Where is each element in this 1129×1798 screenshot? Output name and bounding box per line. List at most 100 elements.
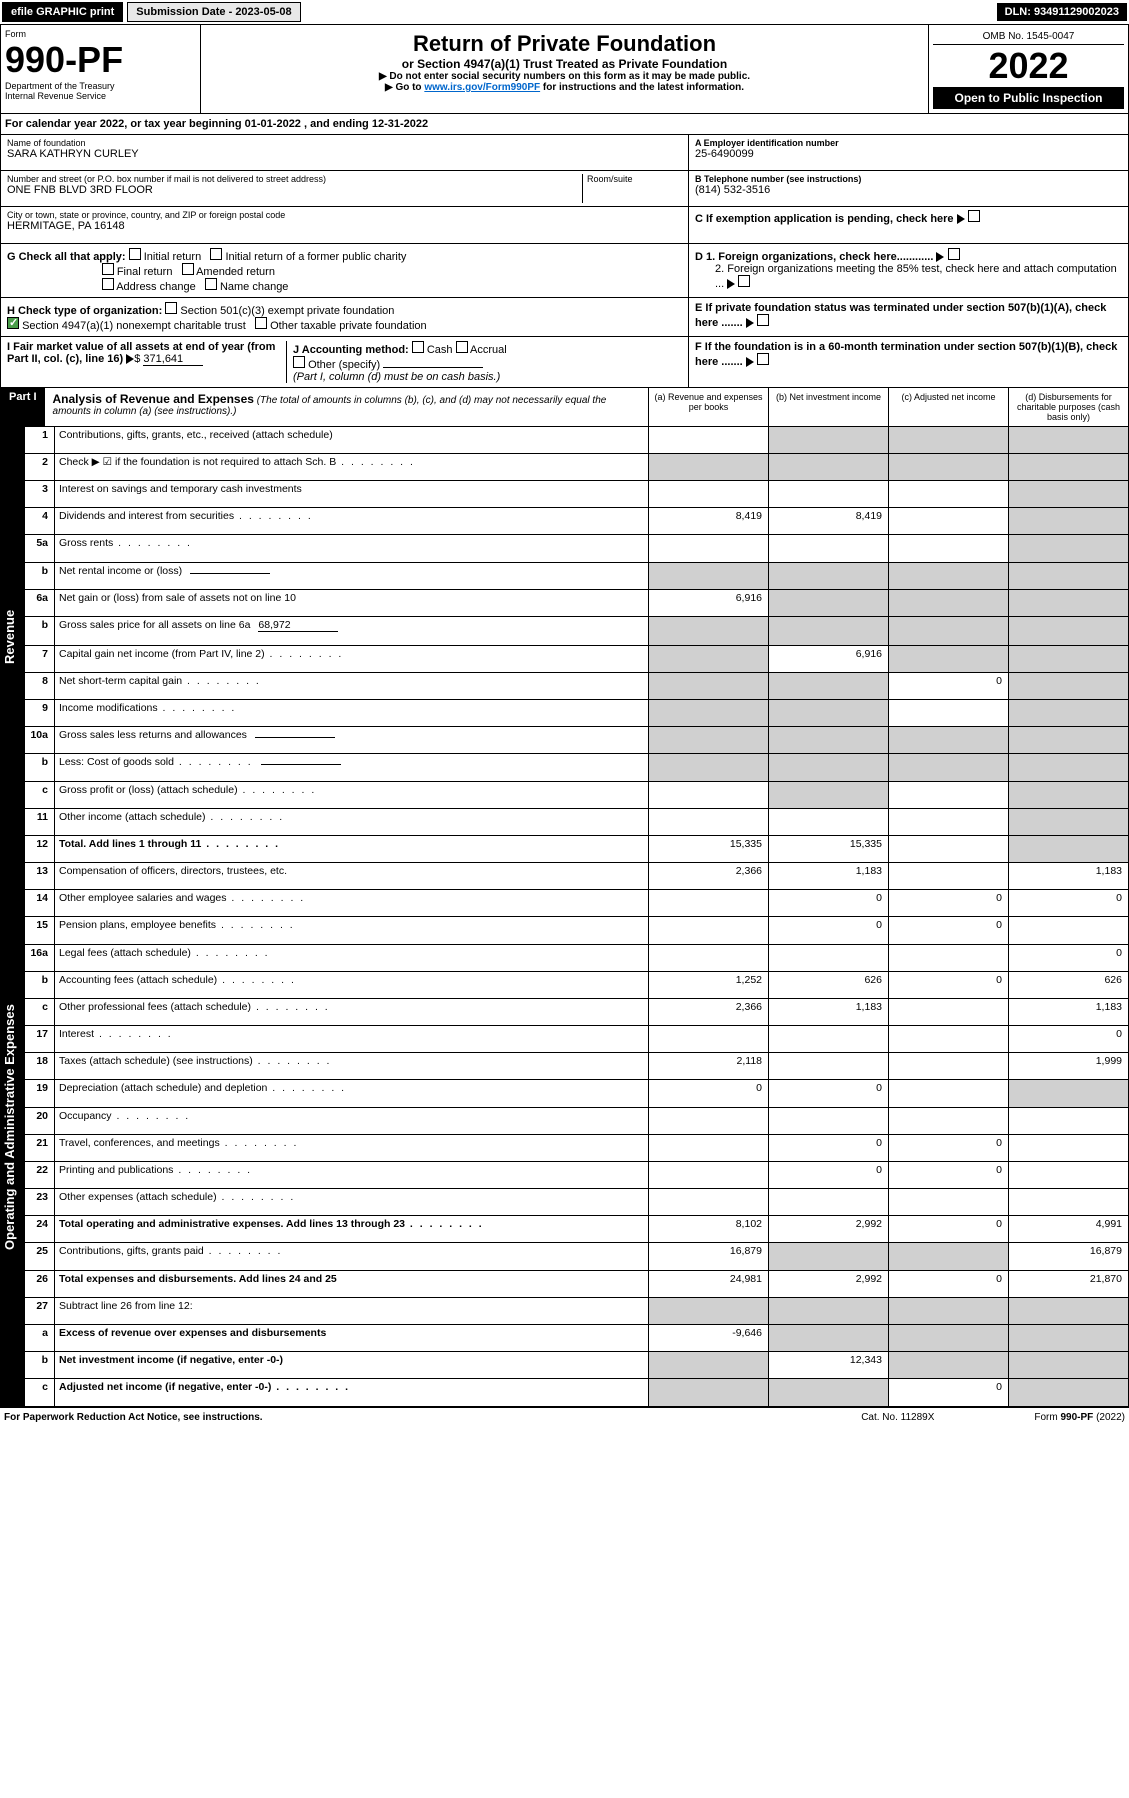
row-num: 12: [25, 835, 55, 862]
row-num: 7: [25, 645, 55, 672]
g-amended-checkbox[interactable]: [182, 263, 194, 275]
topbar: efile GRAPHIC print Submission Date - 20…: [0, 0, 1129, 24]
d1-checkbox[interactable]: [948, 248, 960, 260]
cell-c: [889, 508, 1009, 535]
table-row: cOther professional fees (attach schedul…: [25, 998, 1129, 1025]
j-accrual-checkbox[interactable]: [456, 341, 468, 353]
cell-b: 0: [769, 1080, 889, 1107]
cell-a: 2,366: [649, 863, 769, 890]
cell-a: [649, 562, 769, 589]
table-row: 21Travel, conferences, and meetings . . …: [25, 1134, 1129, 1161]
g-addr-checkbox[interactable]: [102, 278, 114, 290]
row-num: b: [25, 971, 55, 998]
cy-pre: For calendar year 2022, or tax year begi…: [5, 118, 245, 130]
cell-a: [649, 645, 769, 672]
row-num: 13: [25, 863, 55, 890]
f-checkbox[interactable]: [757, 353, 769, 365]
row-desc: Adjusted net income (if negative, enter …: [55, 1379, 649, 1407]
c-label: C If exemption application is pending, c…: [695, 213, 954, 225]
cell-x: [1009, 808, 1129, 835]
h-4947-checkbox[interactable]: [7, 317, 19, 329]
arrow-icon: [746, 357, 754, 367]
g-name-checkbox[interactable]: [205, 278, 217, 290]
cell-a: 24,981: [649, 1270, 769, 1297]
row-desc: Taxes (attach schedule) (see instruction…: [55, 1053, 649, 1080]
cell-x: [1009, 1161, 1129, 1188]
cell-a: [649, 754, 769, 781]
cell-b: [769, 453, 889, 480]
g-former-checkbox[interactable]: [210, 248, 222, 260]
cell-a: 2,366: [649, 998, 769, 1025]
row-num: 14: [25, 890, 55, 917]
row-num: 26: [25, 1270, 55, 1297]
c-checkbox[interactable]: [968, 210, 980, 222]
cell-c: 0: [889, 672, 1009, 699]
cell-x: [1009, 1107, 1129, 1134]
table-row: 26Total expenses and disbursements. Add …: [25, 1270, 1129, 1297]
j-other-checkbox[interactable]: [293, 356, 305, 368]
row-desc: Subtract line 26 from line 12:: [55, 1297, 649, 1324]
irs: Internal Revenue Service: [5, 91, 196, 101]
cell-b: [769, 727, 889, 754]
cell-c: [889, 1026, 1009, 1053]
cell-a: 8,419: [649, 508, 769, 535]
row-desc: Depreciation (attach schedule) and deple…: [55, 1080, 649, 1107]
i-value: 371,641: [143, 353, 203, 366]
table-row: 11Other income (attach schedule) . . . .…: [25, 808, 1129, 835]
table-row: cGross profit or (loss) (attach schedule…: [25, 781, 1129, 808]
cell-b: [769, 1189, 889, 1216]
arrow-icon: [727, 279, 735, 289]
h-other-checkbox[interactable]: [255, 317, 267, 329]
cell-a: [649, 1297, 769, 1324]
part1-title: Analysis of Revenue and Expenses: [53, 392, 254, 406]
table-row: 20Occupancy . . . . . . . .: [25, 1107, 1129, 1134]
efile-btn[interactable]: efile GRAPHIC print: [2, 2, 123, 22]
table-row: 1Contributions, gifts, grants, etc., rec…: [25, 427, 1129, 453]
j-opt-2: Other (specify): [308, 359, 380, 371]
h-501c3-checkbox[interactable]: [165, 302, 177, 314]
g-final-checkbox[interactable]: [102, 263, 114, 275]
cell-x: [1009, 481, 1129, 508]
row-num: b: [25, 616, 55, 645]
j-other-field[interactable]: [383, 367, 483, 368]
table-row: 7Capital gain net income (from Part IV, …: [25, 645, 1129, 672]
row-num: c: [25, 781, 55, 808]
row-desc: Total. Add lines 1 through 11 . . . . . …: [55, 835, 649, 862]
cell-x: 0: [1009, 944, 1129, 971]
irs-link[interactable]: www.irs.gov/Form990PF: [424, 82, 540, 93]
table-row: 24Total operating and administrative exp…: [25, 1216, 1129, 1243]
dln: DLN: 93491129002023: [997, 3, 1127, 21]
row-desc: Compensation of officers, directors, tru…: [55, 863, 649, 890]
cell-c: [889, 1080, 1009, 1107]
open-public: Open to Public Inspection: [933, 87, 1124, 109]
footer-left: For Paperwork Reduction Act Notice, see …: [4, 1412, 263, 1423]
table-row: 12Total. Add lines 1 through 11 . . . . …: [25, 835, 1129, 862]
footer-form: 990-PF: [1061, 1412, 1094, 1423]
row-num: 3: [25, 481, 55, 508]
cell-c: [889, 863, 1009, 890]
row-desc: Net rental income or (loss): [55, 562, 649, 589]
cell-a: [649, 917, 769, 944]
row-desc: Net gain or (loss) from sale of assets n…: [55, 589, 649, 616]
room-label: Room/suite: [587, 174, 682, 184]
instr2-pre: ▶ Go to: [385, 82, 424, 93]
cell-x: [1009, 1080, 1129, 1107]
row-num: 10a: [25, 727, 55, 754]
d2-label: 2. Foreign organizations meeting the 85%…: [715, 263, 1117, 290]
g-initial-checkbox[interactable]: [129, 248, 141, 260]
cell-c: [889, 1297, 1009, 1324]
g-opt-0: Initial return: [144, 251, 201, 263]
row-desc: Contributions, gifts, grants paid . . . …: [55, 1243, 649, 1270]
row-num: 6a: [25, 589, 55, 616]
city-label: City or town, state or province, country…: [7, 210, 682, 220]
cell-c: [889, 998, 1009, 1025]
row-desc: Income modifications . . . . . . . .: [55, 700, 649, 727]
d1-label: D 1. Foreign organizations, check here..…: [695, 251, 933, 263]
d2-checkbox[interactable]: [738, 275, 750, 287]
cell-b: [769, 1053, 889, 1080]
j-cash-checkbox[interactable]: [412, 341, 424, 353]
table-row: 5aGross rents . . . . . . . .: [25, 535, 1129, 562]
cell-x: 16,879: [1009, 1243, 1129, 1270]
e-checkbox[interactable]: [757, 314, 769, 326]
cell-b: [769, 781, 889, 808]
